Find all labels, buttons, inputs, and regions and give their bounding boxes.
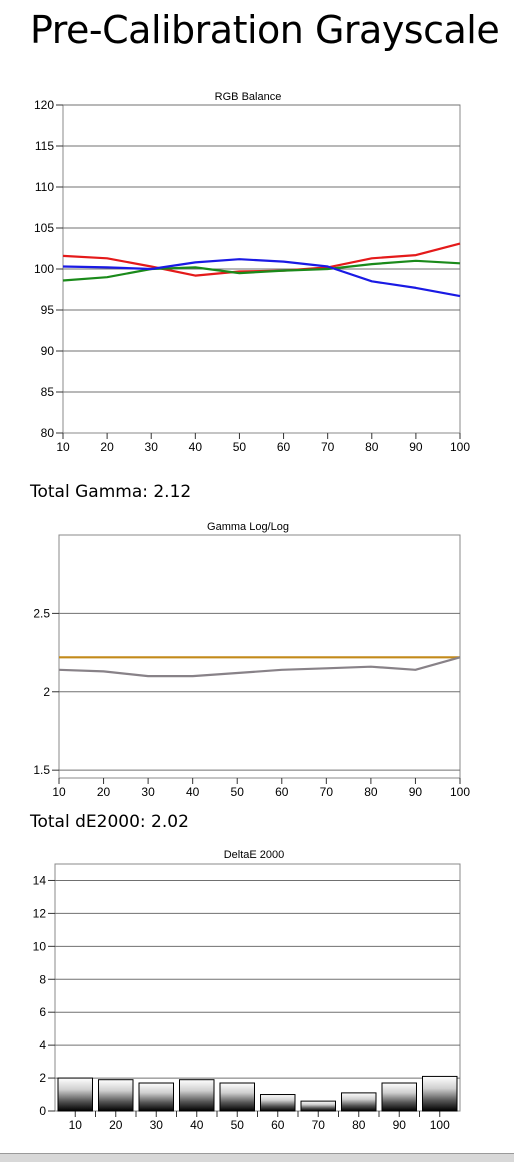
y-tick-label: 10 [33,939,47,953]
x-tick-label: 40 [190,1118,204,1132]
x-tick-label: 70 [321,440,335,454]
x-tick-label: 20 [109,1118,123,1132]
rgb-balance-chart: RGB Balance 80 85 90 95 100 105 110 115 120 10 20… [34,91,470,454]
total-de2000-label: Total dE2000: 2.02 [30,812,189,832]
bar-90 [381,1082,417,1112]
bar-60 [260,1094,296,1112]
x-tick-label: 100 [450,440,470,454]
window-bottom-edge [0,1153,514,1162]
x-tick-label: 90 [393,1118,407,1132]
y-tick-label: 6 [39,1005,46,1019]
y-tick-label: 2 [39,1071,46,1085]
x-tick-label: 90 [409,440,423,454]
y-tick-label: 85 [41,385,55,399]
x-tick-label: 60 [271,1118,285,1132]
y-tick-label: 8 [39,972,46,986]
x-tick-label: 10 [56,440,70,454]
x-tick-label: 60 [275,785,289,799]
bar-50 [219,1082,255,1112]
x-tick-label: 20 [97,785,111,799]
x-tick-label: 70 [320,785,334,799]
y-tick-label: 2 [43,685,50,699]
chart-title: RGB Balance [215,91,282,103]
total-gamma-label: Total Gamma: 2.12 [30,482,192,502]
bar-20 [98,1079,134,1112]
x-tick-label: 50 [231,785,245,799]
x-tick-label: 30 [150,1118,164,1132]
x-tick-label: 90 [409,785,423,799]
x-tick-label: 40 [189,440,203,454]
gamma-log-log-chart: Gamma Log/Log 1.5 2 2.5 10 20 30 40 50 60 70 80 90… [33,521,470,799]
bar-80 [341,1092,377,1112]
x-tick-label: 60 [277,440,291,454]
chart-title: Gamma Log/Log [207,521,289,533]
bar-10 [57,1077,93,1112]
x-tick-label: 80 [365,440,379,454]
bar-100 [422,1075,458,1112]
bar-40 [179,1079,215,1112]
bar-70 [300,1100,336,1112]
x-tick-label: 50 [233,440,247,454]
bar-30 [138,1082,174,1112]
x-tick-label: 10 [52,785,66,799]
x-tick-label: 100 [450,785,470,799]
series-line-2 [62,258,461,298]
y-tick-label: 105 [34,221,54,235]
y-tick-label: 110 [35,180,54,194]
y-tick-label: 14 [33,873,47,887]
x-tick-label: 80 [364,785,378,799]
y-tick-label: 80 [41,426,55,440]
x-tick-label: 10 [69,1118,83,1132]
y-tick-label: 120 [34,98,54,112]
x-tick-label: 20 [100,440,114,454]
x-tick-label: 30 [141,785,155,799]
plot-frame [54,863,461,1112]
y-tick-label: 1.5 [33,763,50,777]
y-tick-label: 100 [34,262,54,276]
y-tick-label: 115 [35,139,54,153]
x-tick-label: 80 [352,1118,366,1132]
series-line-1 [58,656,461,678]
page-title: Pre-Calibration Grayscale [30,8,500,52]
y-tick-label: 12 [33,906,47,920]
y-tick-label: 0 [39,1104,46,1118]
y-tick-label: 90 [41,344,55,358]
series-line-1 [62,259,461,282]
x-tick-label: 100 [430,1118,450,1132]
x-tick-label: 40 [186,785,200,799]
y-tick-label: 4 [39,1038,46,1052]
x-tick-label: 30 [145,440,159,454]
y-tick-label: 95 [41,303,55,317]
chart-title: DeltaE 2000 [224,849,285,861]
x-tick-label: 50 [231,1118,245,1132]
x-tick-label: 70 [312,1118,326,1132]
y-tick-label: 2.5 [33,606,50,620]
